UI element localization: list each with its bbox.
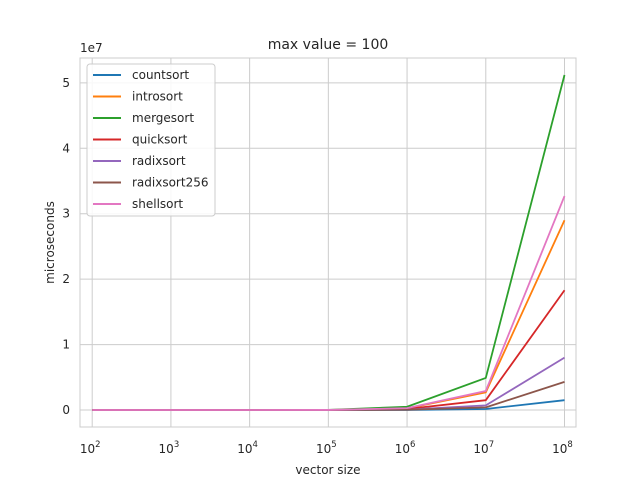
x-tick-label: 106 [395,440,416,456]
x-tick-exponent: 7 [489,440,494,450]
x-tick-label: 105 [316,440,337,456]
x-axis-label: vector size [295,463,360,477]
series-lines [92,74,566,411]
x-tick-label: 104 [237,440,258,456]
legend-label: shellsort [132,197,183,211]
y-axis-label: microseconds [43,201,57,284]
y-tick-label: 4 [62,141,70,155]
legend-label: quicksort [132,133,188,147]
legend-box [86,63,216,217]
x-tick-base: 10 [159,442,174,456]
y-tick-label: 1 [62,338,70,352]
plot-frame [79,57,577,428]
x-tick-exponent: 2 [95,440,100,450]
x-tick-label: 102 [80,440,101,456]
x-tick-exponent: 8 [567,440,572,450]
x-tick-base: 10 [237,442,252,456]
x-tick-base: 10 [552,442,567,456]
x-tick-exponent: 3 [174,440,179,450]
y-tick-label: 2 [62,272,70,286]
y-tick-label: 5 [62,76,70,90]
legend-label: radixsort [132,154,186,168]
x-tick-base: 10 [316,442,331,456]
y-tick-label: 3 [62,207,70,221]
x-tick-base: 10 [395,442,410,456]
x-tick-labels: 102 103 104 105 106 107 108 [80,440,573,456]
x-tick-base: 10 [80,442,95,456]
chart-title: max value = 100 [268,37,389,53]
legend: countsort introsort mergesort quicksort radi… [86,63,216,217]
x-tick-label: 108 [552,440,573,456]
x-tick-label: 107 [473,440,494,456]
legend-label: countsort [132,68,189,82]
y-tick-label: 0 [62,403,70,417]
y-tick-labels: 0 1 2 3 4 5 [62,76,70,417]
y-offset-text: 1e7 [80,41,103,55]
series-line-shellsort [92,195,566,411]
x-tick-label: 103 [159,440,180,456]
x-tick-base: 10 [473,442,488,456]
x-tick-exponent: 4 [253,440,258,450]
x-tick-exponent: 5 [331,440,336,450]
legend-label: mergesort [132,111,194,125]
legend-label: introsort [132,90,183,104]
legend-label: radixsort256 [132,176,208,190]
x-tick-exponent: 6 [410,440,415,450]
